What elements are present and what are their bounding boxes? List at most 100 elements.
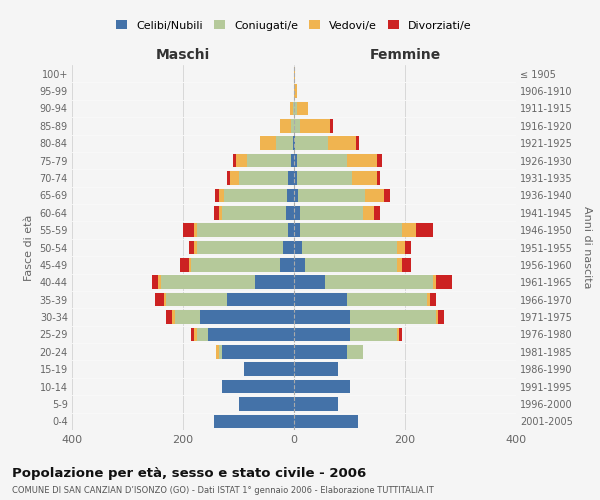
Bar bbox=[152, 276, 158, 289]
Bar bbox=[294, 397, 338, 410]
Legend: Celibi/Nubili, Coniugati/e, Vedovi/e, Divorziati/e: Celibi/Nubili, Coniugati/e, Vedovi/e, Di… bbox=[112, 16, 476, 35]
Bar bbox=[438, 310, 444, 324]
Y-axis label: Fasce di età: Fasce di età bbox=[24, 214, 34, 280]
Bar bbox=[166, 310, 172, 324]
Bar bbox=[194, 328, 197, 341]
Bar bbox=[289, 171, 294, 185]
Bar bbox=[294, 328, 349, 341]
Bar bbox=[294, 188, 298, 202]
Bar bbox=[280, 258, 294, 272]
Bar bbox=[227, 171, 230, 185]
Bar bbox=[239, 397, 294, 410]
Bar bbox=[356, 136, 359, 150]
Bar bbox=[233, 154, 236, 168]
Bar bbox=[297, 102, 308, 115]
Bar bbox=[294, 154, 297, 168]
Bar bbox=[294, 67, 295, 80]
Bar bbox=[214, 206, 219, 220]
Bar bbox=[294, 102, 297, 115]
Bar bbox=[191, 328, 194, 341]
Bar bbox=[236, 154, 247, 168]
Bar bbox=[299, 224, 402, 237]
Bar bbox=[287, 188, 294, 202]
Bar bbox=[172, 310, 175, 324]
Bar bbox=[436, 276, 452, 289]
Bar bbox=[397, 328, 400, 341]
Bar bbox=[164, 293, 166, 306]
Bar bbox=[349, 310, 436, 324]
Bar bbox=[260, 136, 276, 150]
Bar bbox=[188, 240, 194, 254]
Bar bbox=[155, 293, 164, 306]
Bar bbox=[215, 188, 219, 202]
Bar bbox=[402, 258, 410, 272]
Bar bbox=[194, 224, 197, 237]
Bar bbox=[294, 171, 297, 185]
Text: Popolazione per età, sesso e stato civile - 2006: Popolazione per età, sesso e stato civil… bbox=[12, 468, 366, 480]
Bar bbox=[400, 328, 402, 341]
Bar bbox=[347, 154, 377, 168]
Text: Femmine: Femmine bbox=[370, 48, 440, 62]
Bar bbox=[197, 240, 283, 254]
Bar bbox=[436, 310, 438, 324]
Bar bbox=[166, 293, 227, 306]
Bar bbox=[291, 154, 294, 168]
Bar bbox=[294, 224, 299, 237]
Bar bbox=[291, 119, 294, 132]
Bar bbox=[294, 240, 302, 254]
Bar bbox=[200, 310, 294, 324]
Bar bbox=[197, 328, 208, 341]
Bar bbox=[289, 224, 294, 237]
Y-axis label: Anni di nascita: Anni di nascita bbox=[583, 206, 592, 289]
Bar bbox=[402, 224, 416, 237]
Bar bbox=[349, 328, 397, 341]
Bar bbox=[222, 206, 286, 220]
Bar bbox=[183, 224, 194, 237]
Bar bbox=[280, 119, 291, 132]
Bar bbox=[328, 136, 356, 150]
Bar bbox=[276, 136, 293, 150]
Bar bbox=[158, 276, 161, 289]
Bar bbox=[239, 171, 289, 185]
Bar bbox=[219, 206, 222, 220]
Bar bbox=[227, 293, 294, 306]
Bar bbox=[290, 102, 293, 115]
Bar bbox=[191, 258, 280, 272]
Bar bbox=[247, 154, 291, 168]
Bar bbox=[224, 188, 287, 202]
Bar bbox=[175, 310, 200, 324]
Bar bbox=[305, 258, 397, 272]
Bar bbox=[214, 414, 294, 428]
Bar bbox=[397, 240, 405, 254]
Text: Maschi: Maschi bbox=[156, 48, 210, 62]
Bar bbox=[385, 188, 390, 202]
Bar bbox=[294, 206, 299, 220]
Bar bbox=[364, 206, 374, 220]
Bar bbox=[433, 276, 436, 289]
Bar bbox=[299, 119, 330, 132]
Bar bbox=[244, 362, 294, 376]
Bar bbox=[283, 240, 294, 254]
Bar bbox=[222, 345, 294, 358]
Bar bbox=[427, 293, 430, 306]
Bar bbox=[294, 136, 295, 150]
Bar bbox=[377, 154, 382, 168]
Bar bbox=[347, 293, 427, 306]
Bar bbox=[161, 276, 255, 289]
Bar bbox=[294, 310, 349, 324]
Bar bbox=[365, 188, 385, 202]
Bar bbox=[294, 119, 299, 132]
Bar bbox=[430, 293, 436, 306]
Bar bbox=[286, 206, 294, 220]
Bar bbox=[294, 380, 349, 394]
Bar bbox=[255, 276, 294, 289]
Bar bbox=[297, 154, 347, 168]
Bar bbox=[297, 171, 352, 185]
Bar bbox=[188, 258, 191, 272]
Bar bbox=[208, 328, 294, 341]
Bar bbox=[197, 224, 289, 237]
Bar bbox=[294, 258, 305, 272]
Bar bbox=[397, 258, 402, 272]
Bar bbox=[299, 206, 364, 220]
Bar bbox=[347, 345, 364, 358]
